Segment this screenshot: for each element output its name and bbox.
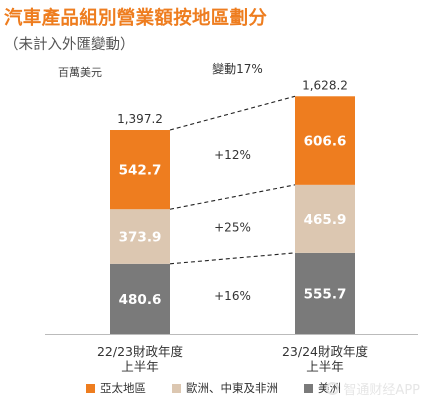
legend-item-emea: 歐洲、中東及非洲 xyxy=(172,380,278,396)
bar-segment-asia-pacific-1 xyxy=(110,130,170,210)
value-label-emea-2: 465.9 xyxy=(304,212,347,228)
chart-legend: 亞太地區 歐洲、中東及非洲 美洲 xyxy=(86,380,367,396)
total-label-2: 1,628.2 xyxy=(302,78,348,92)
legend-swatch-asia-pacific xyxy=(86,383,95,393)
bar-segment-asia-pacific-2 xyxy=(295,96,355,185)
value-label-emea-1: 373.9 xyxy=(119,230,162,246)
growth-label-americas: +16% xyxy=(214,289,251,303)
legend-swatch-emea xyxy=(172,383,181,393)
legend-item-asia-pacific: 亞太地區 xyxy=(86,380,146,396)
value-label-americas-1: 480.6 xyxy=(119,292,162,308)
connector-line-2 xyxy=(169,184,296,210)
x-tick-label-2: 上半年 xyxy=(306,359,344,372)
total-change-label: 變動17% xyxy=(212,61,263,76)
value-label-asia-pacific-2: 606.6 xyxy=(304,134,347,150)
legend-label-emea: 歐洲、中東及非洲 xyxy=(186,381,278,395)
watermark-text: 智通财经APP xyxy=(343,383,420,398)
x-tick-label-1: 上半年 xyxy=(121,359,159,372)
bar-segment-americas-1 xyxy=(110,263,170,334)
bar-segment-emea-2 xyxy=(295,184,355,253)
value-label-americas-2: 555.7 xyxy=(304,286,347,302)
legend-label-asia-pacific: 亞太地區 xyxy=(100,381,146,395)
stacked-bar-chart: 480.6 373.9 542.7 1,397.2 555.7 465.9 606.6 1,6… xyxy=(45,61,418,372)
x-tick-label-2: 23/24財政年度 xyxy=(282,344,369,359)
bar-segment-americas-2 xyxy=(295,252,355,334)
total-label-1: 1,397.2 xyxy=(117,112,163,126)
chart-title: 汽車產品組別營業額按地區劃分 xyxy=(4,8,268,29)
growth-label-emea: +25% xyxy=(214,221,251,235)
unit-label: 百萬美元 xyxy=(58,66,102,79)
connector-line-3 xyxy=(169,95,296,131)
legend-swatch-americas xyxy=(304,383,313,393)
growth-label-asia-pacific: +12% xyxy=(214,148,251,162)
chart-subtitle: （未計入外匯變動） xyxy=(4,37,135,53)
watermark-logo-icon xyxy=(326,382,340,395)
x-tick-label-1: 22/23財政年度 xyxy=(97,344,184,359)
bar-segment-emea-1 xyxy=(110,209,170,264)
watermark: 智通财经APP xyxy=(326,379,420,398)
connector-line-1 xyxy=(169,252,296,265)
value-label-asia-pacific-1: 542.7 xyxy=(119,163,162,179)
